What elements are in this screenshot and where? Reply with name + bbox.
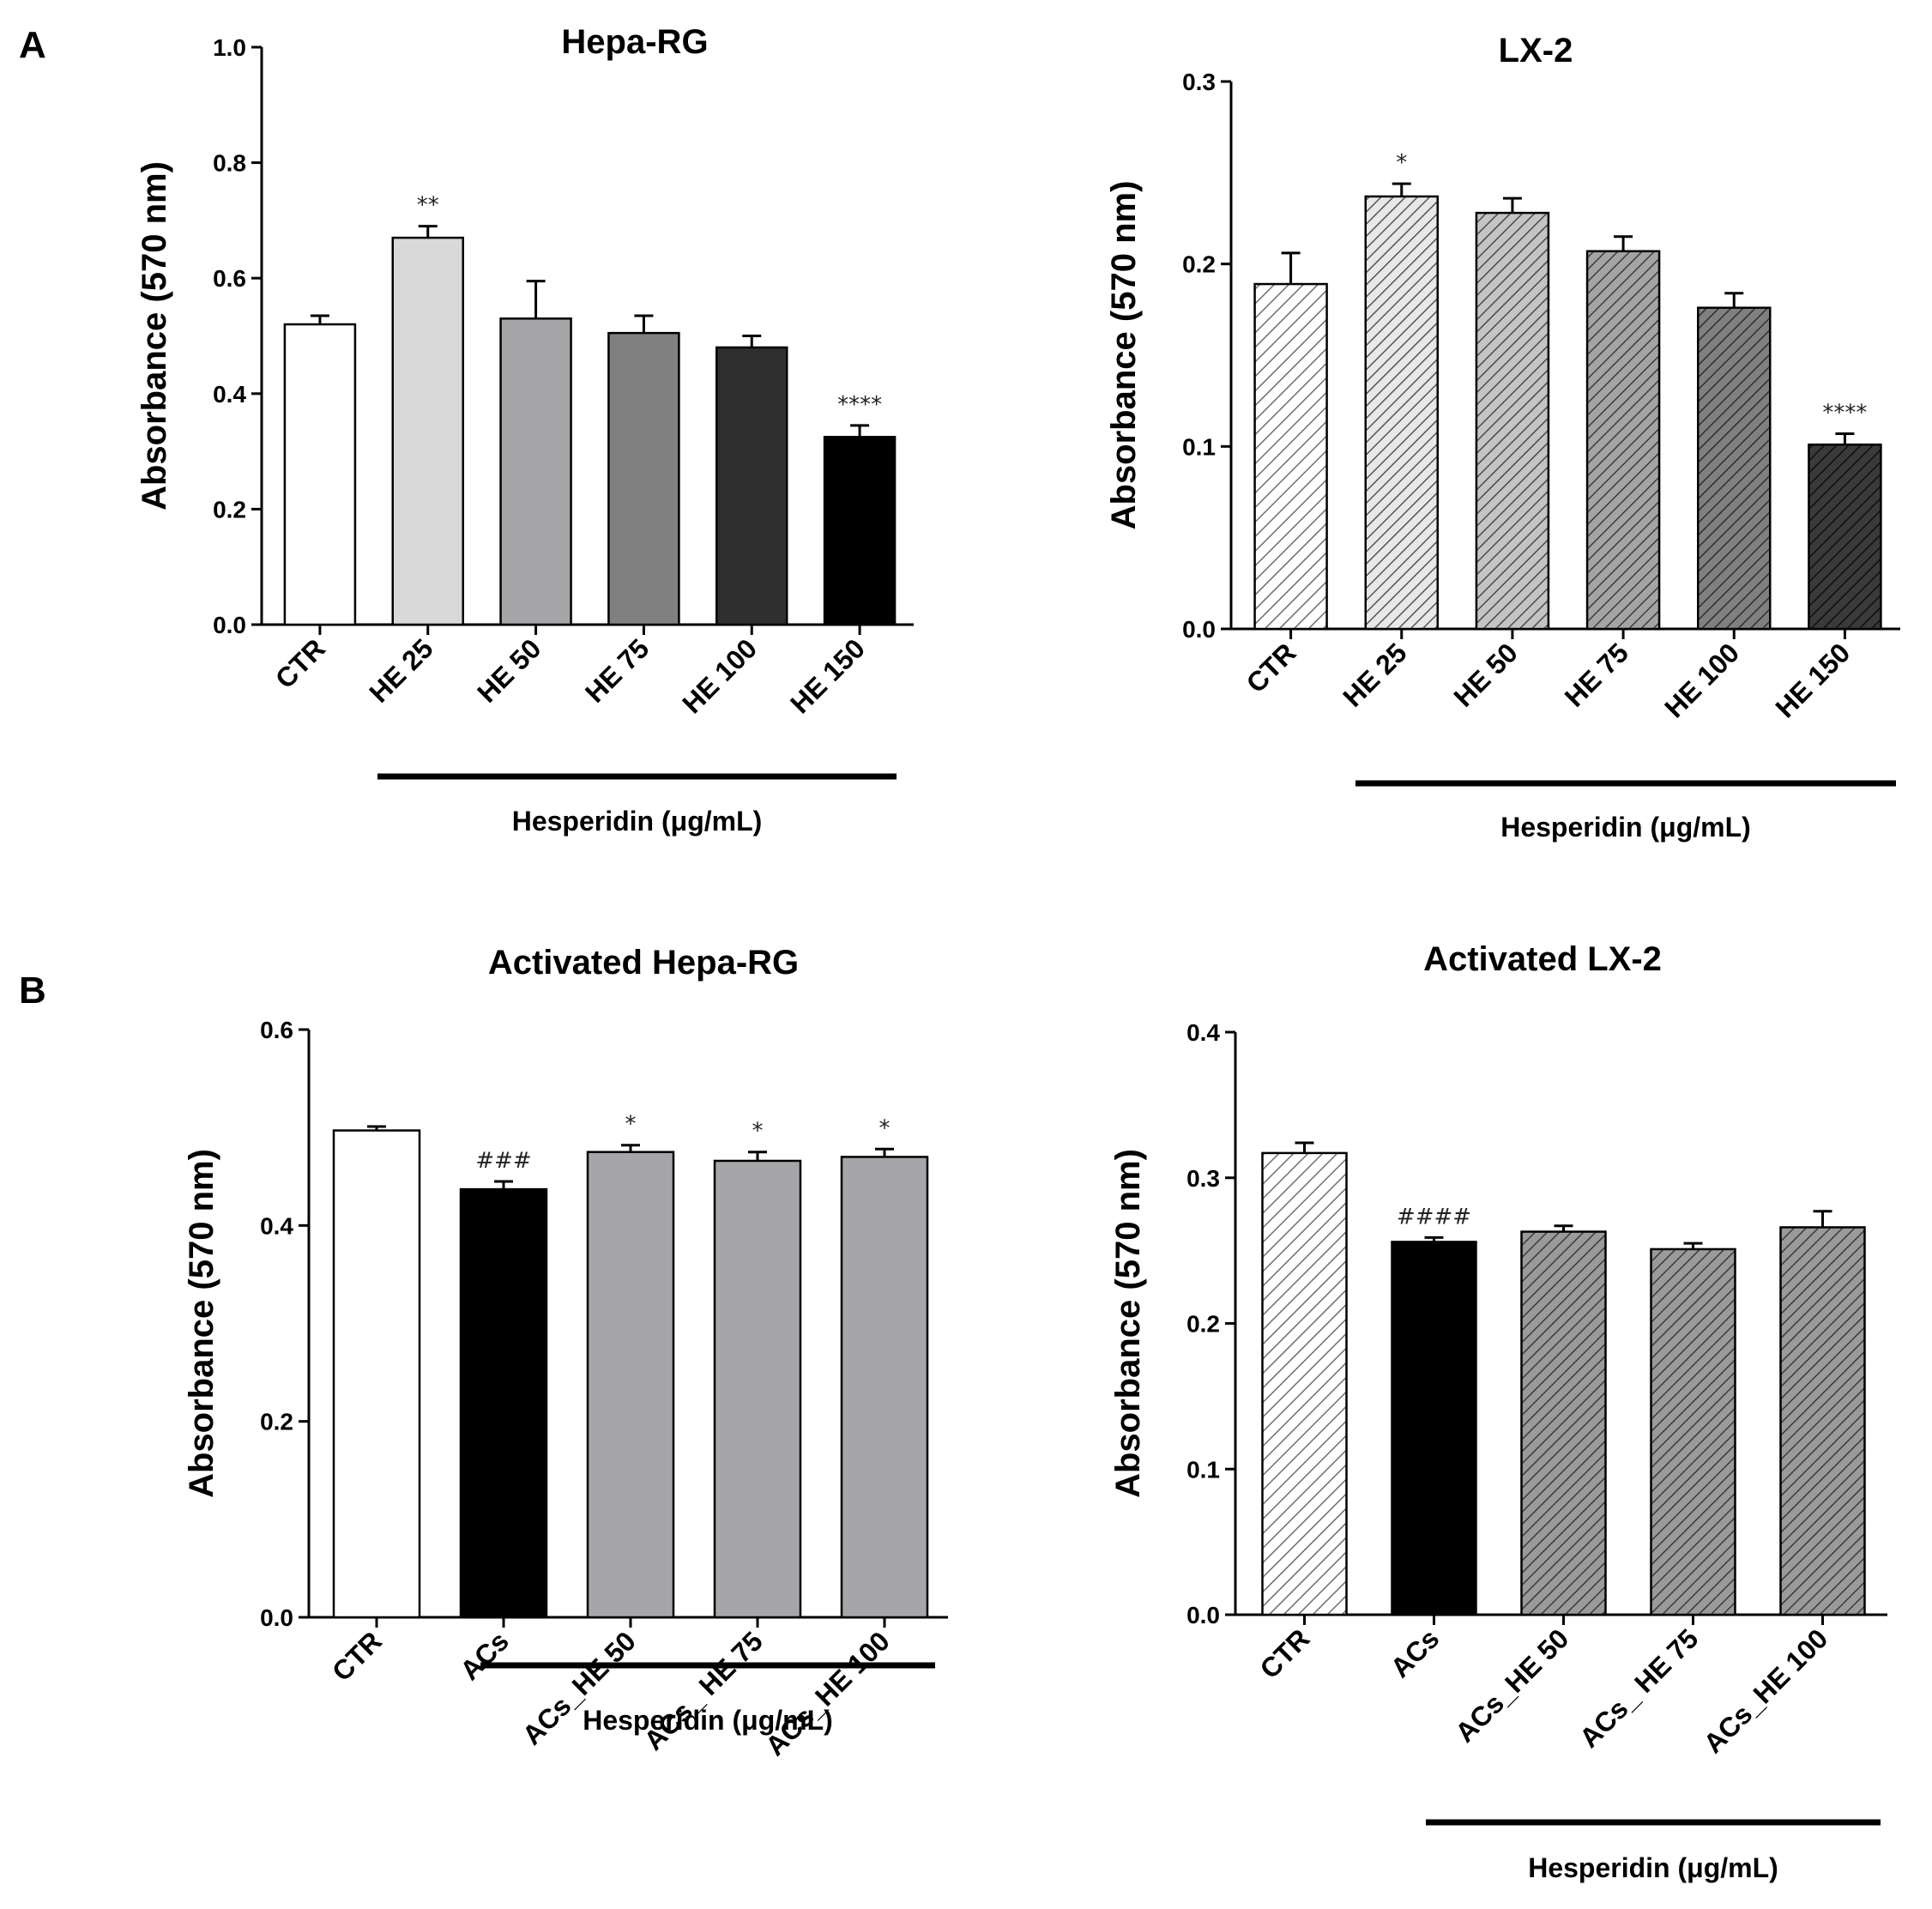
x-tick-label: HE 150 [784, 632, 871, 719]
bar-he-100 [1697, 306, 1772, 631]
y-axis-label: Absorbance (570 nm) [1109, 1149, 1147, 1498]
y-axis-label: Absorbance (570 nm) [183, 1149, 220, 1498]
significance-label: * [752, 1119, 764, 1145]
bar-acs-he-75 [713, 1159, 802, 1619]
x-axis-label: Hesperidin (μg/mL) [1500, 812, 1751, 843]
bar-acs-he-100 [1779, 1226, 1866, 1616]
y-tick-label: 0.1 [1186, 1456, 1220, 1483]
x-tick-label: HE 75 [579, 632, 655, 708]
bar-he-50 [1475, 211, 1550, 631]
bar-acs-he-50 [586, 1151, 675, 1619]
bar-ctr [1253, 282, 1328, 631]
chart-title: Hepa-RG [561, 23, 708, 61]
x-tick-label: ACs_HE 50 [1449, 1622, 1574, 1748]
significance-label: **** [1822, 400, 1867, 426]
x-tick-label: HE 150 [1769, 637, 1856, 723]
panel-label-a: A [19, 24, 46, 66]
y-tick-label: 0.8 [213, 150, 246, 177]
bar-ctr [283, 323, 357, 626]
x-tick-label: CTR [1241, 637, 1302, 698]
significance-label: #### [1397, 1204, 1471, 1229]
y-tick-label: 0.0 [1182, 616, 1216, 643]
chart-1: Hepa-RG 0.0 0.2 0.4 0.6 0.8 1.0 Absorbance (570… [136, 23, 914, 837]
x-tick-label: CTR [269, 632, 331, 694]
x-tick-label: HE 100 [1658, 637, 1745, 723]
significance-label: * [625, 1112, 637, 1138]
x-tick-label: ACs_ HE 75 [1573, 1622, 1704, 1753]
y-tick-label: 0.2 [1186, 1311, 1220, 1338]
y-tick-label: 0.4 [213, 381, 246, 408]
significance-label: ** [417, 193, 439, 219]
significance-label: * [1396, 150, 1407, 176]
bar-acs-he-100 [840, 1156, 929, 1619]
x-tick-label: ACs_ HE 75 [637, 1625, 768, 1755]
significance-label: * [879, 1115, 891, 1141]
significance-label: **** [837, 392, 882, 418]
x-axis-label: Hesperidin (μg/mL) [583, 1705, 833, 1736]
x-tick-label: ACs_HE 100 [1698, 1622, 1834, 1759]
x-axis-label: Hesperidin (μg/mL) [1528, 1852, 1778, 1883]
y-tick-label: 0.2 [1182, 251, 1216, 278]
bar-he-100 [715, 346, 788, 626]
chart-title: Activated LX-2 [1423, 940, 1662, 978]
y-tick-label: 0.0 [213, 612, 246, 638]
x-tick-label: HE 25 [363, 632, 438, 708]
bar-acs-he-50 [1520, 1230, 1607, 1616]
y-tick-label: 0.2 [213, 496, 246, 523]
bar-he-75 [607, 331, 680, 626]
bar-he-50 [499, 317, 572, 626]
chart-3: Activated Hepa-RG 0.0 0.2 0.4 0.6 Absorbance … [183, 944, 948, 1761]
bar-acs [459, 1187, 548, 1619]
y-tick-label: 0.3 [1182, 69, 1216, 95]
chart-title: LX-2 [1499, 32, 1573, 69]
y-tick-label: 0.0 [260, 1604, 293, 1631]
panel-label-b: B [19, 970, 46, 1012]
bar-he-75 [1585, 250, 1661, 631]
x-axis-label: Hesperidin (μg/mL) [512, 806, 763, 837]
y-axis-label: Absorbance (570 nm) [136, 161, 173, 510]
y-tick-label: 0.4 [1186, 1019, 1220, 1046]
x-tick-label: ACs [1385, 1622, 1446, 1683]
y-tick-label: 0.3 [1186, 1165, 1220, 1192]
x-tick-label: HE 100 [676, 632, 763, 719]
y-tick-label: 0.2 [260, 1409, 293, 1435]
y-tick-label: 0.0 [1186, 1602, 1220, 1628]
y-tick-label: 0.6 [260, 1017, 293, 1043]
x-tick-label: HE 75 [1559, 637, 1634, 712]
y-tick-label: 1.0 [213, 34, 246, 61]
bar-acs [1391, 1241, 1477, 1616]
x-tick-label: ACs [454, 1625, 515, 1686]
y-tick-label: 0.1 [1182, 433, 1216, 460]
bar-ctr [1261, 1151, 1348, 1616]
chart-4: Activated LX-2 0.0 0.1 0.2 0.3 0.4 Absorbance … [1109, 940, 1887, 1883]
bar-he-25 [391, 236, 464, 626]
x-tick-label: CTR [326, 1625, 388, 1687]
bar-he-150 [823, 436, 897, 626]
y-tick-label: 0.4 [260, 1212, 293, 1239]
chart-title: Activated Hepa-RG [488, 944, 799, 982]
x-tick-label: HE 50 [471, 632, 546, 708]
chart-2: LX-2 0.0 0.1 0.2 0.3 Absorbance (570 nm) CTR * H… [1105, 32, 1900, 843]
significance-label: ### [475, 1148, 531, 1174]
x-tick-label: HE 25 [1337, 637, 1412, 712]
y-tick-label: 0.6 [213, 265, 246, 292]
y-axis-label: Absorbance (570 nm) [1105, 181, 1143, 530]
bar-acs-he-75 [1650, 1247, 1736, 1616]
bar-he-25 [1364, 195, 1439, 631]
x-tick-label: HE 50 [1448, 637, 1524, 712]
bar-ctr [332, 1129, 421, 1619]
x-tick-label: CTR [1253, 1622, 1315, 1684]
x-tick-label: ACs_HE 100 [759, 1625, 896, 1761]
bar-he-150 [1808, 443, 1882, 631]
